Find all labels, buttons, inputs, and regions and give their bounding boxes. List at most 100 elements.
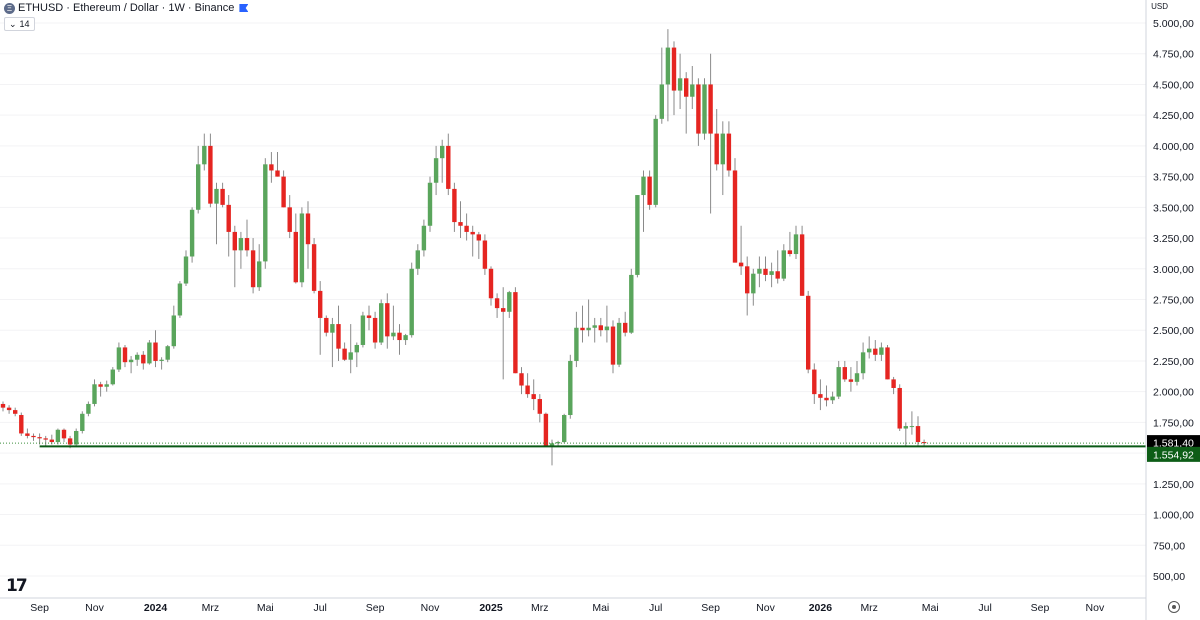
y-tick-label: 2.250,00 [1153,356,1194,368]
y-tick-label: 2.000,00 [1153,387,1194,399]
y-tick-label: 2.500,00 [1153,325,1194,337]
candle-body [641,176,646,196]
candle-body [281,176,286,208]
y-tick-label: 500,00 [1153,571,1185,583]
candle-body [257,261,262,288]
candle-body [690,84,695,97]
candle-body [80,413,85,431]
currency-label[interactable]: USD [1151,2,1168,11]
y-tick-label: 4.750,00 [1153,49,1194,61]
y-tick-label: 1.750,00 [1153,417,1194,429]
x-tick-label: Nov [421,602,440,614]
candle-body [818,394,823,398]
candle-body [421,225,427,251]
candle-body [549,443,555,446]
candle-body [824,397,829,401]
candle-body [488,268,494,299]
candle-body [244,238,250,251]
flag-icon[interactable] [239,4,249,12]
candle-body [745,266,750,294]
candle-body [391,332,396,337]
candle-body [92,384,97,404]
candle-body [610,326,616,365]
gear-icon[interactable] [1168,601,1180,613]
candle-body [586,327,591,331]
candle-body [372,317,378,343]
candle-body [55,429,61,443]
support-label-bg [1147,446,1200,462]
y-tick-label: 3.750,00 [1153,172,1194,184]
candle-body [531,394,536,400]
candle-body [464,225,469,232]
candle-body [159,359,164,361]
x-tick-label: Sep [1031,602,1050,614]
candle-body [525,385,530,395]
candle-body [635,195,640,275]
candle-body [135,354,140,360]
candle-body [507,292,512,312]
candle-body [452,188,457,223]
candles-group [0,29,927,466]
x-tick-label: Mai [257,602,274,614]
indicator-toggle[interactable]: ⌄ 14 [4,17,35,31]
candle-body [903,426,908,429]
candle-body [623,322,628,333]
x-tick-label: Jul [313,602,326,614]
ethereum-logo-icon: Ξ [4,2,15,14]
candle-body [732,170,738,263]
y-tick-label: 2.750,00 [1153,295,1194,307]
candle-body [74,430,79,445]
candle-body [116,347,122,370]
candle-body [482,240,488,269]
x-tick-label: Mai [592,602,609,614]
candle-body [330,324,335,333]
candle-body [440,145,445,159]
candle-body [562,415,567,443]
candle-body [342,348,347,360]
last-price-label-bg [1147,435,1200,451]
candle-body [891,379,896,388]
candle-body [720,133,725,165]
y-tick-label: 4.500,00 [1153,79,1194,91]
candle-body [806,295,811,370]
candle-body [366,315,372,318]
time-axis: Sep Nov 2024 Mrz Mai Jul Sep Nov 2025 Mrz Mai Jul Se… [30,602,1105,614]
candle-body [909,426,915,428]
candle-body [842,367,847,380]
candle-body [616,322,622,365]
candle-body [360,315,366,345]
candle-body [409,268,414,336]
candle-body [568,360,573,416]
candle-body [470,231,475,235]
candle-body [513,292,518,374]
candle-body [25,433,30,436]
candle-body [708,84,713,134]
candle-body [476,234,481,241]
candle-body [147,342,152,364]
candle-body [848,379,854,382]
x-tick-label: Nov [1086,602,1105,614]
candle-body [354,344,359,353]
candle-body [189,209,195,257]
candle-body [293,231,298,283]
chevron-down-icon: ⌄ [9,18,17,29]
last-price-label: 1.581,40 [1153,438,1194,450]
candle-body [873,348,878,355]
candle-body [305,213,311,245]
candle-body [836,367,841,397]
candle-body [128,359,134,363]
candle-body [580,327,585,331]
candle-body [433,158,439,183]
candle-body [647,176,652,205]
y-tick-label: 1.000,00 [1153,510,1194,522]
candle-body [629,274,634,333]
tradingview-logo-icon[interactable]: 17 [6,576,28,596]
x-tick-label: Jul [978,602,991,614]
candle-body [61,429,67,439]
candle-body [385,303,390,337]
y-tick-label: 4.250,00 [1153,110,1194,122]
x-tick-label: Nov [85,602,104,614]
symbol-title[interactable]: ETHUSD · Ethereum / Dollar · 1W · Binanc… [18,2,235,14]
candle-body [446,145,451,189]
